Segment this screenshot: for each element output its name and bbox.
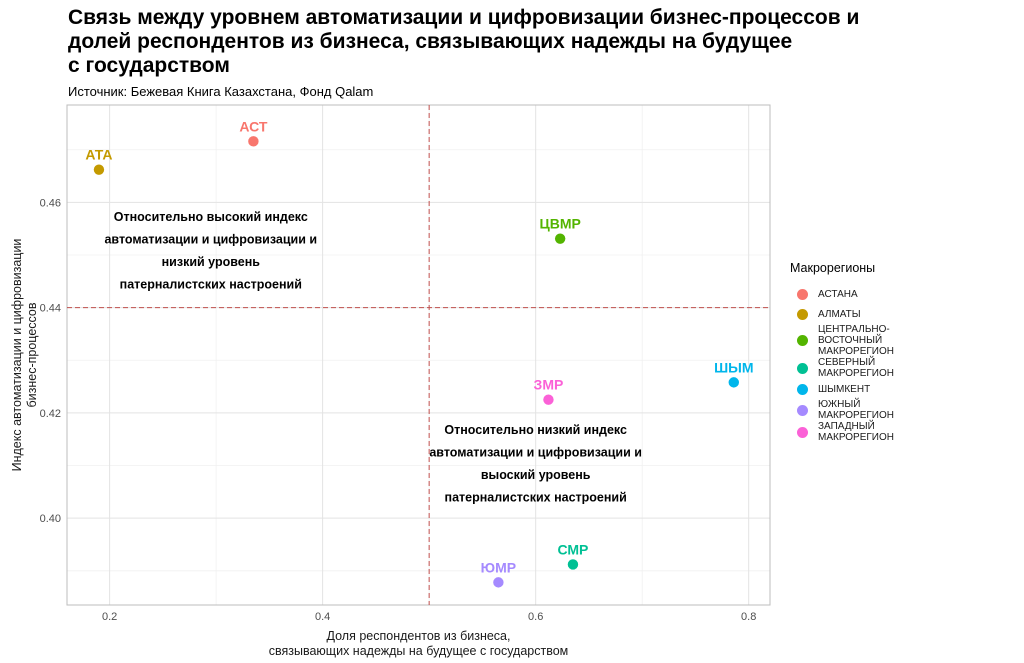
chart-subtitle: Источник: Бежевая Книга Казахстана, Фонд… [68,84,374,99]
quadrant-annotation: выоский уровень [481,468,591,482]
quadrant-annotation: Относительно низкий индекс [444,423,627,437]
legend: Макрорегионы АСТАНА АЛМАТЫ ЦЕНТРАЛЬНО- ВОСТ… [790,261,894,443]
data-point-label: ЗМР [534,377,564,393]
legend-label: СЕВЕРНЫЙ МАКРОРЕГИОН [818,357,894,379]
legend-marker [797,288,808,300]
legend-item: АСТАНА [790,284,894,304]
legend-label: ЮЖНЫЙ МАКРОРЕГИОН [818,399,894,421]
legend-label: АЛМАТЫ [818,304,894,320]
data-point [567,559,579,570]
chart-title-line: Связь между уровнем автоматизации и цифр… [68,6,860,29]
legend-item: ЮЖНЫЙ МАКРОРЕГИОН [790,399,894,421]
data-point-label: ЦВМР [539,216,580,232]
legend-label-line: МАКРОРЕГИОН [818,368,894,379]
data-point-label: АСТ [239,118,268,134]
y-tick-label: 0.40 [40,513,61,525]
legend-label-line: ЦЕНТРАЛЬНО- [818,324,890,335]
legend-item: АЛМАТЫ [790,304,894,324]
legend-label-line: МАКРОРЕГИОН [818,410,894,421]
legend-marker [797,383,808,395]
legend-item: ЗАПАДНЫЙ МАКРОРЕГИОН [790,421,894,443]
data-point [93,164,105,175]
legend-label-line: АСТАНА [818,288,858,300]
legend-marker [797,308,808,320]
legend-label-line: ВОСТОЧНЫЙ [818,335,883,346]
y-axis-title: Индекс автоматизации и цифровизации [10,239,24,472]
legend-label: ШЫМКЕНТ [818,379,894,395]
legend-marker [797,335,808,346]
chart-title-line: долей респондентов из бизнеса, связывающ… [68,30,793,53]
legend-label: АСТАНА [818,284,894,300]
legend-label-line: ШЫМКЕНТ [818,383,871,395]
data-point-label: ЮМР [481,559,516,575]
legend-item: ЦЕНТРАЛЬНО- ВОСТОЧНЫЙ МАКРОРЕГИОН [790,324,894,357]
data-point [728,377,739,388]
legend-label-line: ЮЖНЫЙ [818,399,861,410]
plot-panel-border [66,104,771,606]
y-tick-label: 0.42 [40,408,61,420]
chart-title: Связь между уровнем автоматизации и цифр… [68,6,968,78]
data-point-label: СМР [557,541,588,557]
x-tick-label: 0.6 [528,611,543,623]
legend-label-line: МАКРОРЕГИОН [818,432,894,443]
data-point-label: ШЫМ [714,359,753,375]
legend-title: Макрорегионы [790,261,876,275]
data-point [248,136,259,147]
legend-marker [797,404,808,416]
quadrant-annotation: автоматизации и цифровизации и [104,232,317,246]
x-tick-label: 0.2 [102,611,117,623]
x-axis-title: Доля респондентов из бизнеса, [327,629,511,643]
x-tick-label: 0.8 [741,611,756,623]
y-tick-label: 0.44 [40,303,61,315]
legend-label-line: АЛМАТЫ [818,308,861,320]
x-tick-label: 0.4 [315,611,330,623]
quadrant-annotation: патерналистских настроений [120,277,302,291]
legend-label: ЗАПАДНЫЙ МАКРОРЕГИОН [818,421,894,443]
data-point-label: АТА [85,147,112,163]
legend-item: СЕВЕРНЫЙ МАКРОРЕГИОН [790,357,894,379]
legend-label-line: ЗАПАДНЫЙ [818,421,875,432]
legend-marker [797,362,808,374]
quadrant-annotation: низкий уровень [162,255,261,269]
legend-marker [797,426,808,438]
legend-items: АСТАНА АЛМАТЫ ЦЕНТРАЛЬНО- ВОСТОЧНЫЙ МАКРОРЕГ… [790,284,894,443]
data-point [543,394,554,405]
data-point [554,233,566,244]
legend-label-line: СЕВЕРНЫЙ [818,357,876,368]
y-axis-title: бизнес-процессов [25,302,39,407]
chart-title-line: с государством [68,54,230,77]
quadrant-annotation: патерналистских настроений [445,490,627,504]
quadrant-annotation: автоматизации и цифровизации и [429,445,642,459]
legend-item: ШЫМКЕНТ [790,379,894,399]
y-tick-label: 0.46 [40,197,61,209]
x-axis-title: связывающих надежды на будущее с государ… [269,644,569,658]
legend-label-line: МАКРОРЕГИОН [818,346,894,357]
legend-label: ЦЕНТРАЛЬНО- ВОСТОЧНЫЙ МАКРОРЕГИОН [818,324,894,357]
data-point [493,577,504,588]
quadrant-annotation: Относительно высокий индекс [114,210,308,224]
